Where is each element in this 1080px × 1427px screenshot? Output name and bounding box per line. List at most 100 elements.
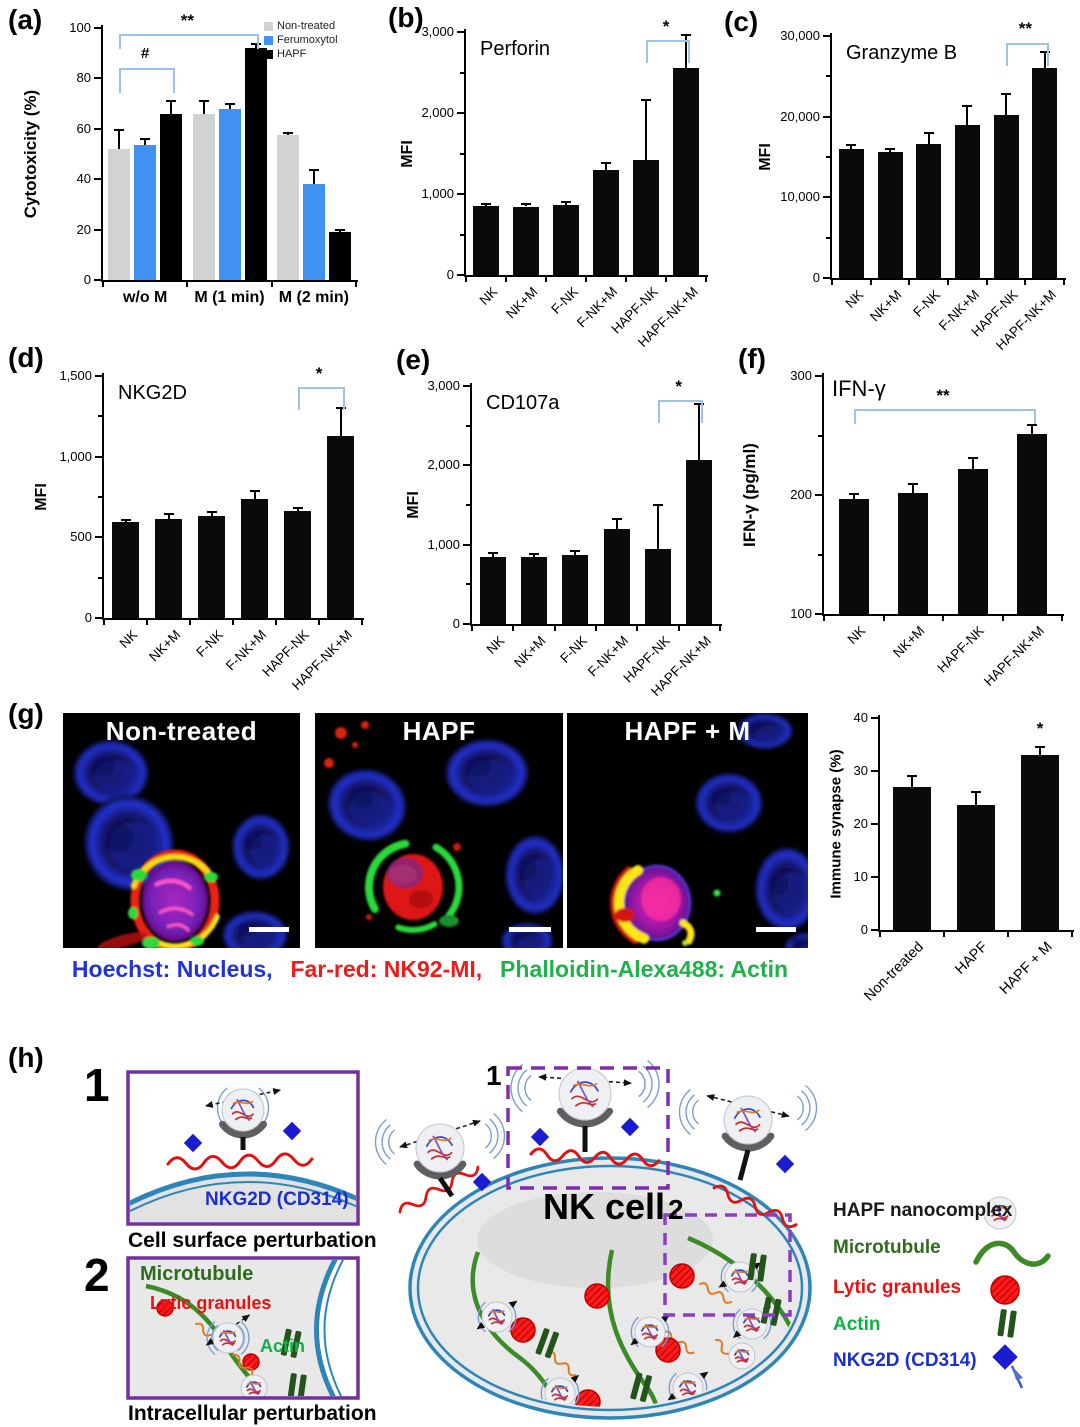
chart-title: Perforin	[480, 38, 551, 60]
y-minor-tick	[460, 71, 464, 74]
path	[681, 1392, 695, 1396]
actin-icon	[535, 1328, 559, 1359]
chart-perforin: 0 1,000 2,000 3,000 NK NK+M F-NK F-NK+M HAPF-NK H…	[378, 0, 720, 350]
x-tick	[1001, 616, 1004, 621]
bar	[838, 498, 869, 614]
transducer-cup-icon	[721, 1132, 775, 1152]
x-tick	[189, 620, 191, 625]
path	[678, 1380, 697, 1388]
legend-item-actin: Actin	[833, 1314, 881, 1335]
nanocomplex-icon	[212, 1322, 244, 1354]
nkg2d-label: NKG2D (CD314)	[205, 1189, 349, 1210]
x-axis	[830, 278, 1066, 280]
path	[731, 1277, 749, 1283]
receptor-squiggle	[232, 1353, 254, 1376]
bar	[553, 205, 579, 275]
legend-color-chip	[264, 49, 273, 59]
confocal-render	[63, 713, 300, 948]
error-cap	[1001, 93, 1011, 96]
error-bar	[254, 44, 257, 49]
error-bar	[296, 507, 299, 511]
significance-label: *	[662, 17, 670, 37]
x-tick	[636, 626, 639, 631]
error-bar	[852, 493, 855, 499]
significance-bracket	[119, 34, 260, 49]
receptor-squiggle	[712, 1184, 798, 1228]
x-tick-label: HAPF + M	[996, 939, 1056, 998]
bar	[957, 805, 995, 930]
x-tick	[943, 932, 945, 937]
error-cap	[521, 203, 531, 206]
bar	[593, 169, 619, 275]
path	[550, 1385, 569, 1393]
error-cap	[694, 403, 705, 406]
x-tick	[512, 626, 515, 631]
chart-title: CD107a	[486, 392, 560, 414]
inset1-number: 1	[486, 1060, 502, 1091]
error-bar	[338, 229, 341, 233]
path	[680, 1381, 696, 1385]
confocal-image-non-treated: Non-treated	[63, 713, 300, 948]
caption-segment: Phalloidin-Alexa488: Actin	[482, 956, 789, 982]
rect	[280, 1328, 292, 1356]
error-cap	[923, 131, 934, 134]
x-tick	[275, 620, 277, 625]
significance-label: **	[180, 11, 194, 31]
chart-cytotoxicity: 0 20 40 60 80 100 w/o M M (1 min) M (2 min) Cytot…	[0, 0, 376, 336]
x-tick	[665, 277, 667, 282]
y-tick	[871, 823, 878, 825]
image-title: Non-treated	[105, 716, 258, 746]
x-tick-label: HAPF	[952, 939, 992, 978]
x-tick	[625, 277, 627, 282]
y-axis	[470, 383, 472, 626]
ultrasound-ripple-icon	[638, 1070, 646, 1098]
x-tick	[232, 620, 234, 625]
y-tick	[94, 27, 101, 29]
path	[247, 1381, 261, 1385]
image-title: HAPF + M	[624, 716, 751, 746]
ultrasound-ripple-icon	[685, 1094, 695, 1130]
nanocomplex-icon	[728, 1342, 756, 1370]
y-axis-label: MFI	[33, 483, 50, 511]
ultrasound-ripple-icon	[477, 1301, 486, 1333]
bar	[521, 556, 547, 624]
panel-label-e: (e)	[396, 344, 431, 375]
bar	[198, 516, 225, 618]
image-title: HAPF	[402, 716, 476, 746]
chart-granzyme-b: 0 10,000 20,000 30,000 NK NK+M F-NK F-NK+M HAPF-…	[720, 0, 1080, 353]
y-tick	[463, 385, 470, 387]
y-tick	[463, 623, 470, 625]
receptor-squiggle	[166, 1152, 314, 1171]
y-tick	[94, 77, 101, 80]
bar	[957, 468, 988, 614]
nucleus	[327, 768, 407, 842]
significance-bracket	[658, 400, 704, 423]
rect	[992, 1344, 1018, 1370]
error-cap	[114, 129, 125, 132]
bar	[645, 548, 671, 624]
legend-item-microtubule: Microtubule	[833, 1237, 941, 1258]
bar	[108, 149, 131, 280]
ultrasound-ripple-icon	[388, 1129, 396, 1155]
y-minor-tick	[818, 434, 822, 437]
confocal-render	[567, 713, 808, 948]
y-minor-tick	[98, 496, 102, 498]
y-tick-label: 0	[83, 272, 91, 287]
x-tick-label: NK+M	[503, 284, 541, 322]
nanocomplex-icon	[240, 1374, 268, 1396]
membrane	[314, 1260, 338, 1396]
scale-bar	[509, 927, 551, 932]
chart-title: NKG2D	[118, 382, 187, 404]
significance-label: **	[936, 386, 950, 406]
path	[221, 1342, 235, 1346]
bar	[916, 144, 942, 278]
error-bar	[971, 458, 974, 469]
x-tick	[318, 620, 320, 625]
nucleus	[73, 740, 149, 806]
significance-bracket	[297, 387, 345, 411]
path	[425, 1136, 453, 1147]
ultrasound-ripple-icon	[374, 1118, 387, 1166]
legend-label: Non-treated	[277, 20, 336, 32]
y-axis	[878, 715, 880, 932]
x-tick-label: HAPF-NK+M	[980, 623, 1047, 690]
